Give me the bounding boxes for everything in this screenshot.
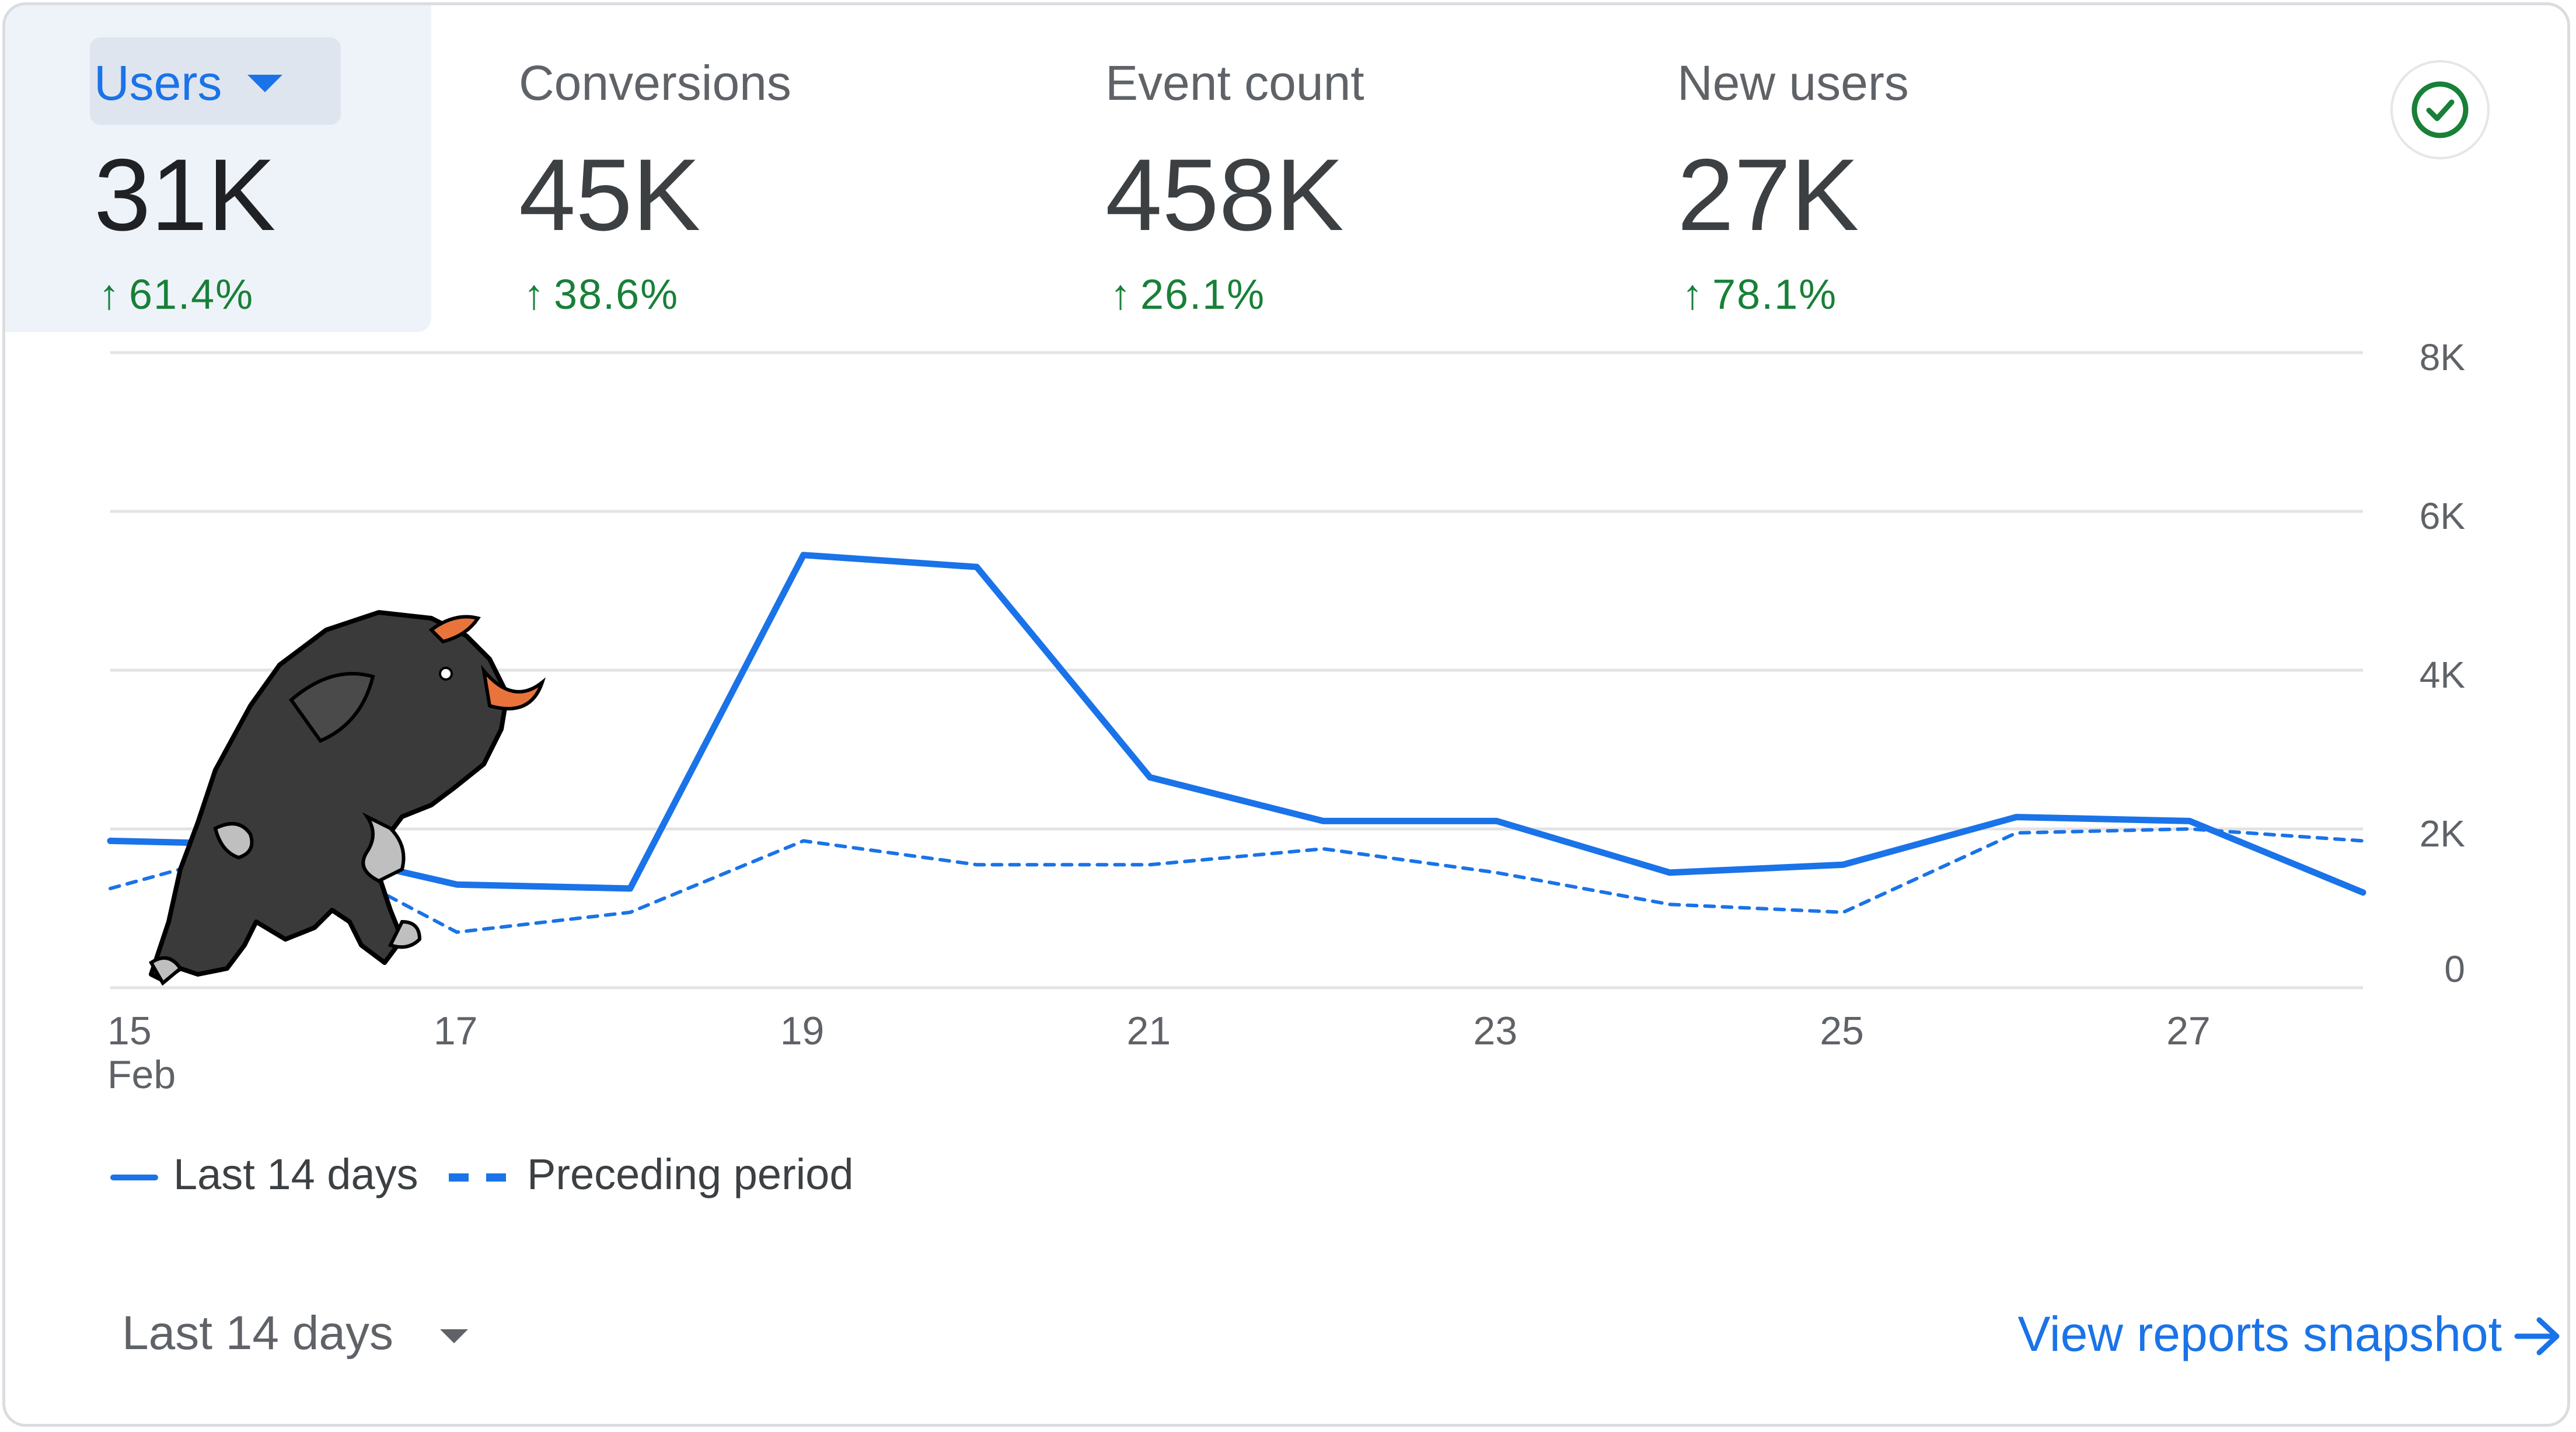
legend-item-preceding-period: Preceding period [449,1149,853,1199]
y-tick-label: 0 [2444,948,2465,990]
x-month-label: Feb [107,1053,176,1097]
arrow-up-icon: ↑ [523,271,546,318]
metric-value-new-users: 27K [1677,138,1859,252]
view-reports-snapshot-link[interactable]: View reports snapshot [2017,1306,2502,1361]
check-circle-icon[interactable] [2390,60,2490,159]
x-tick-label: 15 [107,1009,152,1053]
metric-label-conversions: Conversions [519,55,791,110]
chevron-down-icon [439,1329,468,1344]
arrow-up-icon: ↑ [99,271,121,318]
arrow-up-icon: ↑ [1682,271,1704,318]
bull-illustration [149,610,546,986]
x-tick-label: 19 [780,1009,825,1053]
legend-label: Preceding period [527,1150,854,1198]
metric-label-event-count: Event count [1105,55,1364,110]
legend-label: Last 14 days [173,1150,418,1198]
metric-tab-users[interactable]: Users 31K ↑ 61.4% [5,5,431,332]
metric-tab-new-users[interactable]: New users 27K ↑ 78.1% [1677,5,2202,332]
metric-label-new-users: New users [1677,55,1909,110]
arrow-right-icon[interactable] [2509,1307,2567,1365]
metric-change-users: ↑ 61.4% [99,271,254,318]
x-tick-label: 17 [434,1009,478,1053]
preceding-period-line [109,827,2365,934]
metric-change-new-users: ↑ 78.1% [1682,271,1838,318]
y-tick-label: 8K [2420,336,2465,378]
metric-value-users: 31K [94,138,276,252]
metric-tab-conversions[interactable]: Conversions 45K ↑ 38.6% [519,5,1044,332]
users-line-chart: 0 2K 4K 6K 8K 15 17 19 21 23 25 27 Feb [107,336,2465,1097]
legend-item-last-14-days: Last 14 days [110,1149,418,1199]
x-tick-label: 23 [1473,1009,1517,1053]
y-tick-label: 2K [2420,813,2465,855]
x-tick-label: 27 [2166,1009,2211,1053]
metric-tab-event-count[interactable]: Event count 458K ↑ 26.1% [1105,5,1631,332]
date-range-select[interactable]: Last 14 days [122,1306,468,1361]
arrow-up-icon: ↑ [1110,271,1132,318]
metric-dropdown-pill[interactable] [90,37,341,125]
metric-change-conversions: ↑ 38.6% [523,271,679,318]
last-14-days-line [107,552,2366,896]
y-tick-label: 4K [2420,654,2465,696]
x-tick-label: 21 [1127,1009,1171,1053]
y-tick-label: 6K [2420,495,2465,537]
x-tick-label: 25 [1820,1009,1864,1053]
date-range-label: Last 14 days [122,1306,393,1360]
dashed-line-swatch [449,1173,509,1182]
metric-value-event-count: 458K [1105,138,1344,252]
metric-label-users: Users [94,55,222,110]
metric-dropdown[interactable]: Users [94,55,283,112]
dropdown-caret-icon [247,74,283,92]
metric-change-event-count: ↑ 26.1% [1110,271,1266,318]
solid-line-swatch [110,1175,158,1181]
metric-value-conversions: 45K [519,138,701,252]
